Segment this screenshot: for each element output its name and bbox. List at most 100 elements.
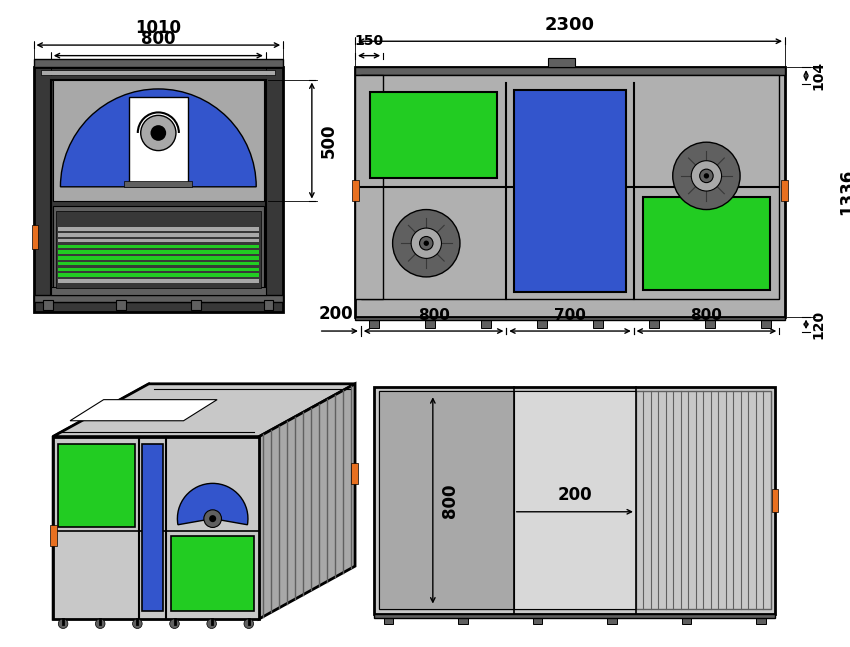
Text: 1336: 1336 (839, 169, 850, 215)
Text: 200: 200 (558, 486, 592, 504)
Wedge shape (60, 89, 256, 187)
Bar (379, 391, 513, 609)
Text: 200: 200 (318, 305, 353, 324)
Bar (171, 536, 254, 611)
Text: 120: 120 (812, 310, 826, 339)
Wedge shape (178, 483, 248, 525)
Bar (55, 211, 261, 288)
Bar (772, 489, 779, 512)
Text: 800: 800 (417, 309, 450, 324)
Bar (537, 316, 547, 328)
Text: 1010: 1010 (135, 19, 181, 38)
Bar (533, 614, 542, 624)
Text: 800: 800 (440, 483, 458, 518)
Polygon shape (259, 384, 355, 619)
Bar (124, 181, 192, 187)
Bar (379, 391, 771, 609)
Bar (116, 300, 126, 310)
Bar (58, 265, 259, 268)
Bar (53, 80, 264, 201)
Bar (58, 227, 259, 231)
Bar (58, 444, 134, 527)
Bar (58, 280, 259, 283)
Circle shape (331, 567, 338, 575)
Polygon shape (53, 437, 259, 619)
Bar (374, 387, 775, 614)
Bar (51, 80, 266, 302)
Bar (548, 58, 575, 67)
Bar (355, 316, 785, 320)
Polygon shape (53, 384, 149, 619)
Circle shape (150, 125, 166, 141)
Circle shape (133, 619, 142, 628)
Text: 104: 104 (812, 61, 826, 91)
Bar (649, 316, 659, 328)
Bar (781, 181, 788, 201)
Bar (761, 316, 771, 328)
Bar (384, 614, 394, 624)
Bar (58, 262, 259, 265)
Bar (458, 614, 468, 624)
Bar (481, 316, 491, 328)
Circle shape (170, 619, 179, 628)
Bar (34, 67, 283, 312)
Circle shape (691, 160, 722, 191)
Bar (58, 268, 259, 271)
Bar (142, 444, 163, 611)
Bar (360, 75, 779, 300)
Circle shape (244, 619, 253, 628)
Circle shape (220, 567, 228, 575)
Circle shape (207, 619, 217, 628)
Text: 700: 700 (554, 309, 586, 324)
Bar (58, 245, 259, 248)
Bar (643, 197, 769, 290)
Bar (513, 391, 636, 609)
Bar (374, 614, 775, 618)
Bar (43, 300, 53, 310)
Bar (352, 181, 359, 201)
Text: 150: 150 (354, 34, 383, 48)
Circle shape (141, 115, 176, 151)
Bar (34, 294, 283, 302)
Bar (264, 300, 274, 310)
Circle shape (411, 228, 441, 258)
Bar (58, 242, 259, 245)
Bar (58, 254, 259, 256)
Circle shape (209, 515, 216, 522)
Bar (58, 233, 259, 237)
Circle shape (700, 169, 713, 182)
Text: 500: 500 (320, 124, 337, 158)
Bar (58, 239, 259, 242)
Circle shape (275, 567, 283, 575)
Circle shape (393, 210, 460, 277)
Circle shape (204, 510, 222, 527)
Bar (31, 226, 38, 250)
Bar (58, 231, 259, 233)
Polygon shape (70, 400, 217, 421)
Bar (129, 97, 188, 185)
Bar (355, 67, 785, 75)
Bar (58, 283, 259, 285)
Circle shape (59, 619, 68, 628)
Circle shape (420, 237, 433, 250)
Bar (34, 60, 283, 67)
Bar (425, 316, 435, 328)
Bar (191, 300, 201, 310)
Circle shape (704, 173, 709, 179)
Bar (705, 316, 715, 328)
Bar (58, 250, 259, 254)
Polygon shape (53, 384, 355, 437)
Bar (51, 287, 266, 294)
Bar (370, 316, 379, 328)
Bar (756, 614, 766, 624)
Bar (58, 256, 259, 259)
Text: 2300: 2300 (545, 16, 595, 34)
Bar (58, 237, 259, 239)
Bar (351, 463, 358, 484)
Circle shape (672, 142, 740, 210)
Circle shape (423, 241, 429, 246)
Bar (58, 271, 259, 274)
Bar (514, 90, 626, 292)
Bar (58, 248, 259, 250)
Bar (58, 259, 259, 262)
